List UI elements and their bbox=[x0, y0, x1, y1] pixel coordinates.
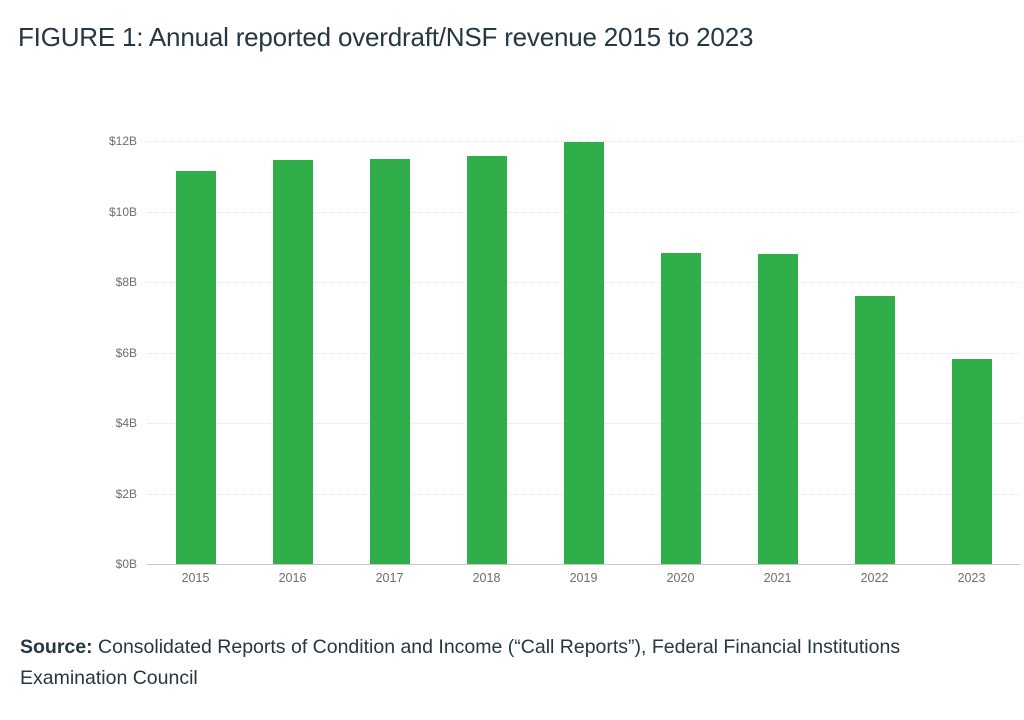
bar-2015 bbox=[175, 170, 216, 564]
x-tick-label-2016: 2016 bbox=[278, 571, 307, 585]
x-tick-label-2023: 2023 bbox=[957, 571, 986, 585]
y-tick-label: $0B bbox=[115, 557, 137, 571]
bar-2016 bbox=[272, 160, 313, 564]
x-tick-label-2020: 2020 bbox=[666, 571, 695, 585]
bar-2018 bbox=[466, 155, 507, 564]
y-tick-label: $12B bbox=[108, 134, 137, 148]
bar-2022 bbox=[854, 295, 895, 564]
x-tick-label-2015: 2015 bbox=[181, 571, 210, 585]
y-tick-label: $2B bbox=[115, 486, 137, 501]
source-note: Source: Consolidated Reports of Conditio… bbox=[20, 632, 905, 694]
x-tick-label-2022: 2022 bbox=[860, 571, 889, 585]
source-label: Source: bbox=[20, 636, 93, 658]
bar-2021 bbox=[757, 254, 798, 564]
x-tick-label-2019: 2019 bbox=[569, 571, 598, 585]
gridline-12b bbox=[147, 141, 1020, 142]
x-axis-line bbox=[147, 564, 1020, 565]
bar-2023 bbox=[951, 359, 992, 564]
y-tick-label: $8B bbox=[115, 275, 137, 289]
x-tick-label-2017: 2017 bbox=[375, 571, 404, 585]
figure-title: FIGURE 1: Annual reported overdraft/NSF … bbox=[18, 22, 754, 52]
bar-2019 bbox=[563, 142, 604, 564]
bar-2017 bbox=[369, 159, 410, 564]
source-text: Consolidated Reports of Condition and In… bbox=[20, 636, 901, 689]
y-tick-label: $6B bbox=[115, 345, 137, 360]
y-tick-label: $4B bbox=[115, 416, 137, 430]
bar-2020 bbox=[660, 252, 701, 564]
y-tick-label: $10B bbox=[108, 204, 137, 219]
x-tick-label-2021: 2021 bbox=[763, 571, 792, 585]
chart-plot-area: $0B $2B $4B $6B $8B $10B $12B 2015 2016 2017 2018 2… bbox=[109, 134, 1020, 585]
x-tick-label-2018: 2018 bbox=[472, 571, 501, 585]
